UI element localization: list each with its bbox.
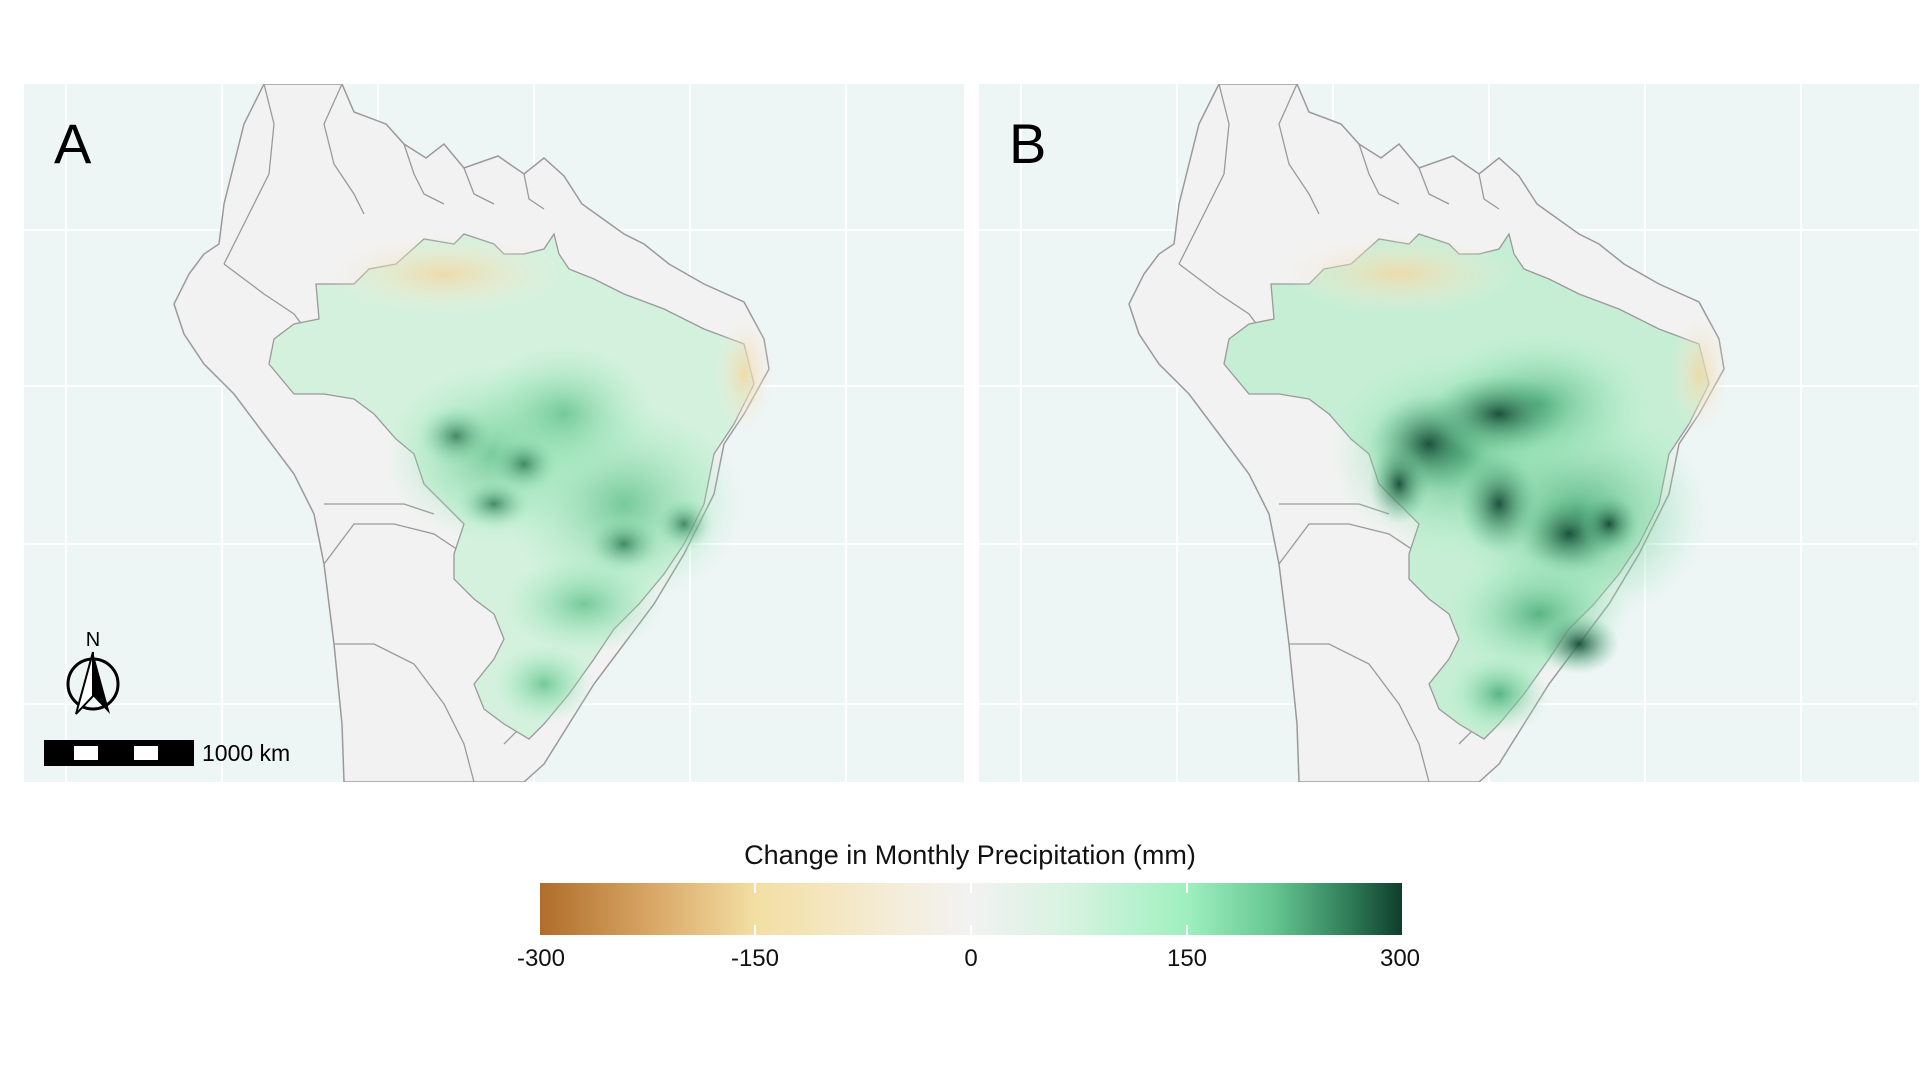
map-panel-b: B xyxy=(979,84,1919,782)
legend-tick-mark xyxy=(1186,925,1188,935)
legend-tick-mark xyxy=(1186,883,1188,893)
panel-label-a: A xyxy=(54,112,92,175)
legend-tick-label: -300 xyxy=(516,945,566,972)
scale-bar xyxy=(44,740,194,766)
map-b xyxy=(979,84,1919,782)
north-arrow-letter: N xyxy=(86,629,100,651)
legend-tick-mark xyxy=(754,883,756,893)
north-arrow-icon: N xyxy=(66,629,120,715)
legend-tick-label: 300 xyxy=(1379,945,1421,972)
legend-tick-mark xyxy=(970,925,972,935)
legend-tick-label: -150 xyxy=(730,945,780,972)
legend-title: Change in Monthly Precipitation (mm) xyxy=(744,840,1196,870)
scale-bar-label: 1000 km xyxy=(202,740,291,766)
legend-tick-label: 150 xyxy=(1166,945,1208,972)
map-panel-a: A N 1000 km xyxy=(24,84,964,782)
legend-tick-label: 0 xyxy=(964,945,978,972)
precipitation-field xyxy=(324,234,774,724)
legend-tick-mark xyxy=(754,925,756,935)
panel-label-b: B xyxy=(1009,112,1047,175)
precipitation-field xyxy=(1279,234,1729,734)
legend-tick-mark xyxy=(970,883,972,893)
map-a xyxy=(24,84,964,782)
